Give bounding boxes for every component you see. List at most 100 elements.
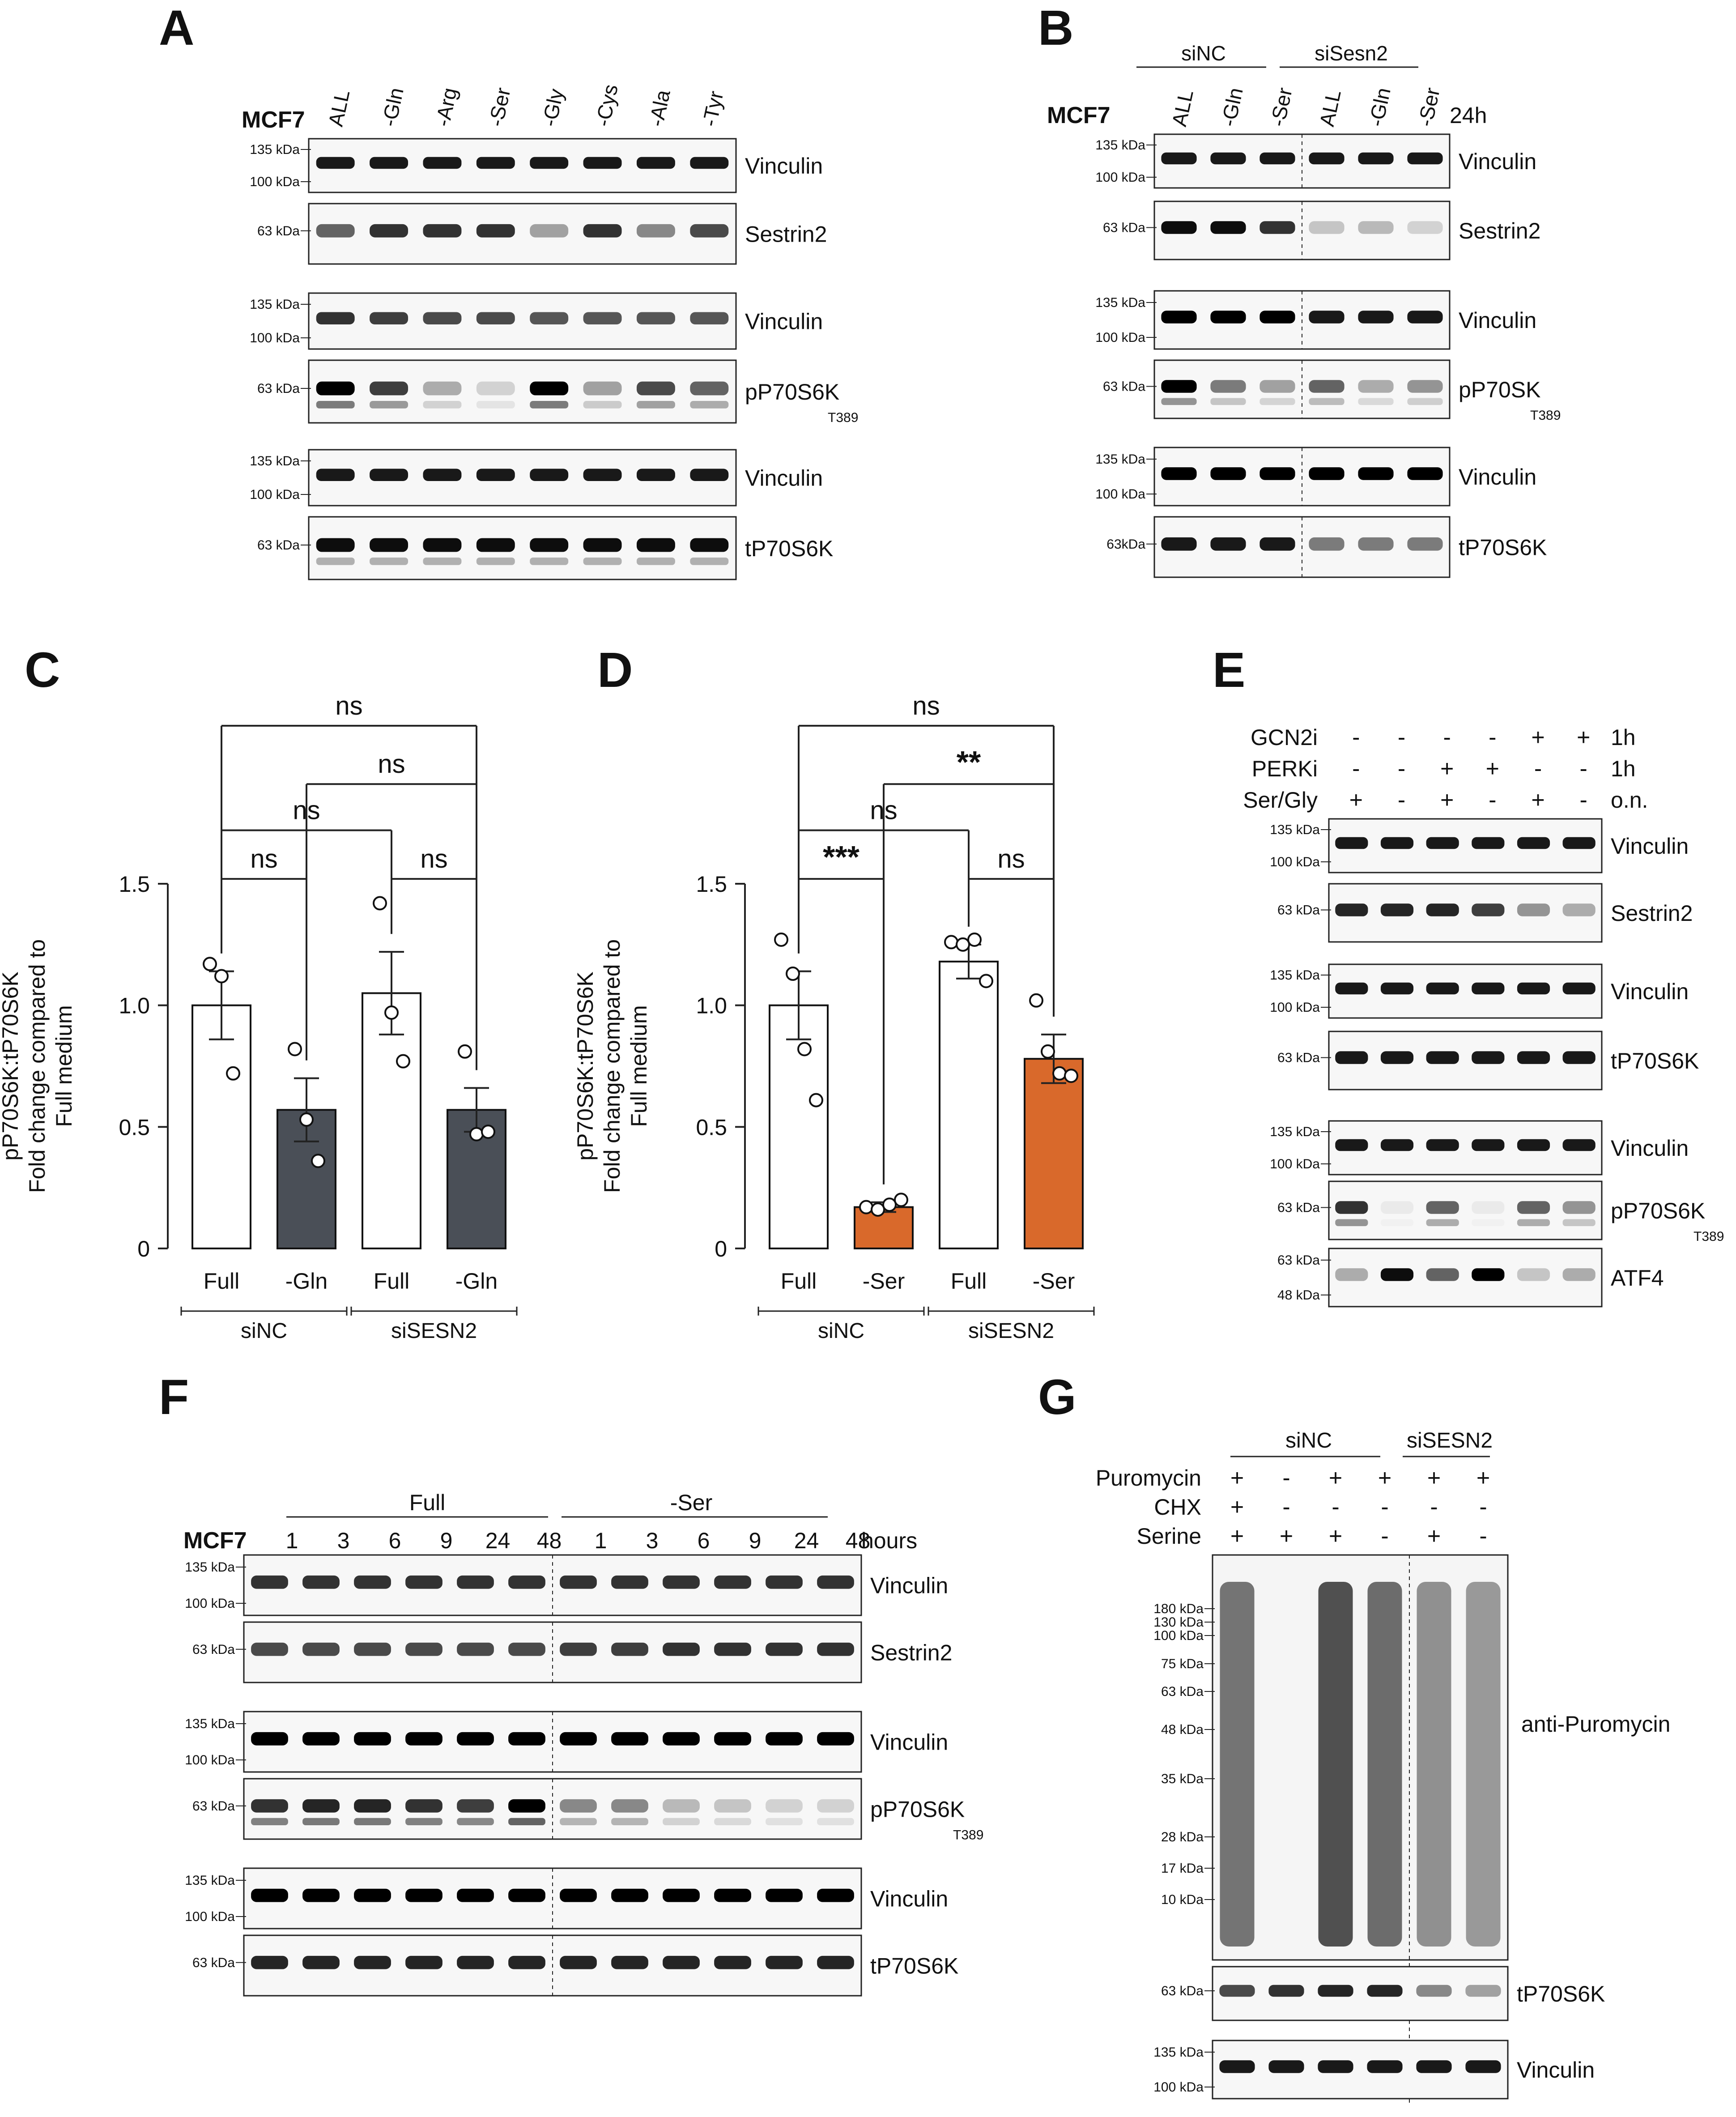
treatment-sign: - <box>1332 1494 1339 1520</box>
x-tick-label: -Gln <box>455 1269 498 1294</box>
marker-label: 135 kDa <box>250 454 300 469</box>
data-point <box>967 932 982 947</box>
band <box>1517 1219 1550 1227</box>
band <box>636 381 675 396</box>
band <box>583 401 622 409</box>
x-tick-label: Full <box>951 1269 987 1294</box>
bar <box>939 960 999 1250</box>
lane-label: ALL <box>1167 88 1198 128</box>
data-point <box>809 1093 823 1107</box>
marker-label: 63 kDa <box>1277 1051 1320 1065</box>
chart-C: 0 0.5 1.0 1.5 pP70S6K:tP70S6K Fold change com… <box>0 691 518 1343</box>
blot-frame <box>1328 1248 1603 1308</box>
treatment-sign: + <box>1378 1465 1391 1491</box>
marker-label: 75 kDa <box>1161 1657 1204 1671</box>
data-point <box>1052 1066 1067 1081</box>
band <box>714 1799 751 1813</box>
band <box>1562 1051 1596 1064</box>
band <box>530 312 569 324</box>
marker-label: 100 kDa <box>1095 330 1145 345</box>
y-tick-label: 0 <box>137 1236 150 1261</box>
data-point <box>214 969 229 984</box>
panel-letter-G: G <box>1038 1370 1076 1425</box>
band <box>530 558 569 565</box>
band <box>714 1955 751 1969</box>
group-label: siNC <box>241 1319 287 1343</box>
marker-label: 100 kDa <box>1270 1000 1320 1015</box>
band <box>636 558 675 565</box>
band <box>1358 221 1394 234</box>
band <box>1335 1139 1368 1151</box>
treatment-sign: + <box>1329 1523 1342 1549</box>
band <box>1358 152 1394 165</box>
marker-label: 48 kDa <box>1277 1288 1320 1303</box>
band <box>457 1888 494 1902</box>
lane-label: 1 <box>595 1528 607 1553</box>
band <box>1259 398 1295 405</box>
blot-label: Sestrin2 <box>1459 218 1540 243</box>
band <box>316 312 355 324</box>
band <box>1268 2060 1304 2073</box>
y-axis-label: pP70S6K:tP70S6K <box>0 971 23 1161</box>
band <box>690 469 729 481</box>
data-point <box>797 1042 812 1056</box>
lane-label: ALL <box>1315 88 1345 128</box>
band <box>405 1818 443 1825</box>
band <box>508 1955 545 1969</box>
band <box>663 1955 700 1969</box>
treatment-sign: - <box>1479 1523 1487 1549</box>
band <box>1309 380 1345 393</box>
band <box>1562 903 1596 916</box>
band <box>663 1818 700 1825</box>
blot-label: ATF4 <box>1611 1265 1664 1291</box>
band <box>636 401 675 409</box>
blot-label: Sestrin2 <box>745 222 827 247</box>
band <box>611 1955 648 1969</box>
blot-label: tP70S6K <box>870 1954 958 1979</box>
band <box>611 1642 648 1656</box>
band <box>1309 467 1345 480</box>
data-point <box>882 1197 897 1212</box>
marker-label: 135 kDa <box>185 1560 235 1575</box>
band <box>690 312 729 324</box>
time-label: 24h <box>1450 103 1487 128</box>
band <box>611 1732 648 1746</box>
blot-label: Vinculin <box>745 309 823 334</box>
band <box>1210 537 1246 551</box>
blot-frame <box>1212 2040 1509 2100</box>
band <box>1335 982 1368 995</box>
marker-label: 100 kDa <box>1153 1628 1204 1643</box>
marker-label: 100 kDa <box>1153 2080 1204 2095</box>
marker-label: 17 kDa <box>1161 1861 1204 1876</box>
blot-label-sub: T389 <box>953 1828 983 1843</box>
band <box>316 381 355 396</box>
x-tick-label: Full <box>204 1269 240 1294</box>
band <box>766 1799 803 1813</box>
band <box>1210 221 1246 234</box>
treatment-sign: - <box>1381 1494 1388 1520</box>
treatment-name: Ser/Gly <box>1243 788 1318 813</box>
band <box>508 1575 545 1589</box>
blot-label: Vinculin <box>870 1730 948 1755</box>
band <box>405 1799 443 1813</box>
band <box>1268 1985 1304 1997</box>
marker-label: 100 kDa <box>1095 170 1145 185</box>
marker-label: 180 kDa <box>1153 1602 1204 1616</box>
band <box>714 1642 751 1656</box>
lane-label: 6 <box>389 1528 401 1553</box>
band <box>766 1732 803 1746</box>
marker-label: 100 kDa <box>185 1596 235 1611</box>
data-point <box>944 935 958 950</box>
lane-label: -Ala <box>644 88 675 128</box>
band <box>457 1799 494 1813</box>
marker-label: 63 kDa <box>1161 1984 1204 1998</box>
x-tick-label: -Gln <box>285 1269 328 1294</box>
blot-label: Vinculin <box>1459 308 1536 333</box>
band <box>1358 398 1394 405</box>
band <box>251 1955 288 1969</box>
band <box>476 538 515 552</box>
band <box>302 1818 340 1825</box>
band <box>1562 1268 1596 1281</box>
treatment-sign: + <box>1440 787 1454 813</box>
